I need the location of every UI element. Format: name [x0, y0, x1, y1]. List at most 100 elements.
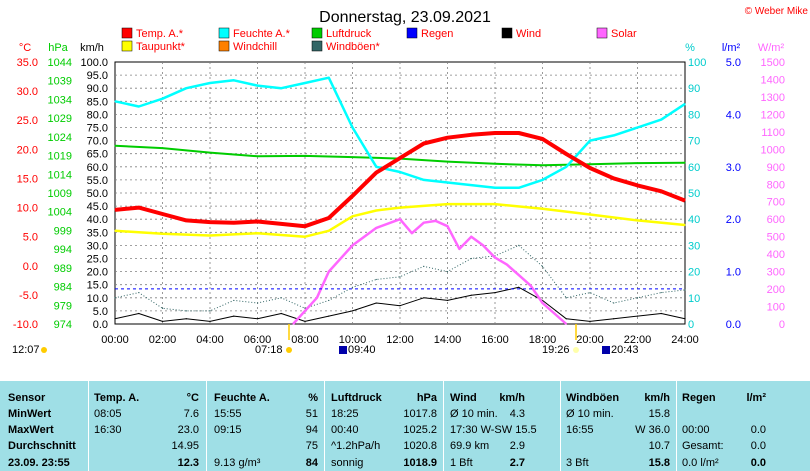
table-cell: 1025.2 [403, 424, 437, 436]
pressure-tick-label: 1044 [48, 57, 72, 69]
time-tick-label: 00:00 [101, 334, 129, 346]
solar-tick-label: 100 [767, 302, 785, 314]
series-point-wind [541, 265, 544, 267]
series-point-humidity [541, 179, 544, 181]
series-point-wind [446, 299, 449, 302]
series-point-temp [328, 217, 330, 219]
series-point-humidity [351, 126, 354, 129]
series-point-temp [256, 220, 259, 223]
table-cell: 23.0 [177, 424, 199, 436]
wind-tick-label: 50.0 [87, 188, 108, 200]
series-point-wind [660, 312, 662, 315]
wind-tick-label: 20.0 [87, 267, 108, 279]
table-header: Luftdruck [331, 392, 382, 404]
legend-swatch [121, 27, 133, 39]
humidity-tick-label: 100 [688, 57, 706, 69]
series-point-pressure [541, 164, 544, 166]
series-point-solar [506, 264, 508, 266]
series-point-temp [613, 177, 615, 180]
series-point-temp [684, 199, 686, 202]
series-point-temp [375, 209, 377, 212]
series-point-solar [541, 302, 544, 304]
rain-unit: l/m² [722, 42, 741, 54]
series-point-wind [233, 299, 235, 302]
series-point-solar [351, 244, 354, 246]
solar-tick-label: 300 [767, 267, 785, 279]
series-point-humidity [375, 166, 377, 168]
solar-tick-label: 1500 [761, 57, 785, 69]
series-point-wind [399, 276, 401, 278]
chart-title: Donnerstag, 23.09.2021 [319, 9, 491, 26]
series-point-solar [518, 274, 520, 276]
legend-swatch [311, 27, 323, 39]
series-point-wind [613, 318, 615, 320]
table-cell: 0.0 [750, 424, 766, 436]
table-cell: 3 Bft [566, 457, 589, 469]
series-point-solar [446, 225, 449, 227]
wind-tick-label: 55.0 [87, 175, 108, 187]
table-cell: 0.0 [750, 457, 766, 469]
wind-unit: km/h [80, 42, 104, 54]
series-point-wind [280, 297, 282, 299]
moon-icon [41, 347, 47, 353]
series-point-temp [636, 219, 639, 221]
legend-label: Temp. A.* [136, 28, 184, 40]
temp-tick-label: 35.0 [17, 57, 38, 69]
table-cell: 12.3 [177, 457, 199, 469]
table-header: km/h [644, 392, 670, 404]
humidity-tick-label: 10 [688, 293, 700, 305]
table-cell: 17:30 W-SW 15.5 [450, 424, 537, 436]
solar-tick-label: 1400 [761, 74, 785, 86]
series-point-pressure [494, 163, 496, 165]
series-point-temp [351, 195, 354, 197]
table-row-label: MaxWert [8, 424, 54, 436]
series-point-wind [446, 271, 449, 273]
table-header: km/h [499, 392, 525, 404]
series-point-solar [458, 248, 460, 250]
table-header: Windböen [566, 392, 620, 404]
series-point-solar [375, 227, 377, 229]
table-cell: 15.8 [648, 457, 670, 469]
temp-unit: °C [19, 42, 31, 54]
table-cell: ^1.2hPa/h [331, 440, 381, 452]
table-cell: 51 [305, 408, 318, 420]
sun-moon-markers: 12:07 07:18 09:40 19:26 20:43 [12, 324, 639, 356]
legend-swatch [121, 40, 133, 52]
series-point-humidity [138, 105, 140, 108]
temp-tick-label: -5.0 [19, 290, 38, 302]
table-header: l/m² [746, 392, 766, 404]
wind-tick-label: 35.0 [87, 227, 108, 239]
series-point-humidity [518, 187, 520, 189]
series-point-wind [518, 244, 520, 246]
table-separator [676, 381, 677, 471]
legend-swatch [218, 40, 230, 52]
wind-tick-label: 0.0 [93, 319, 108, 331]
table-cell: 1 Bft [450, 457, 473, 469]
series-point-humidity [256, 84, 259, 87]
table-cell: 0.0 l/m² [682, 457, 719, 469]
solar-tick-label: 1200 [761, 109, 785, 121]
series-point-wind [138, 312, 140, 315]
series-point-wind [304, 307, 306, 309]
solar-tick-label: 1300 [761, 92, 785, 104]
series-point-temp [636, 184, 639, 187]
statistics-table: Sensor Temp. A. °C Feuchte A.% Luftdruck hPa W… [0, 381, 810, 471]
humidity-unit: % [685, 42, 695, 54]
wind-tick-label: 100.0 [80, 57, 108, 69]
series-point-temp [684, 224, 686, 226]
solar-tick-label: 600 [767, 214, 785, 226]
wind-tick-label: 80.0 [87, 109, 108, 121]
pressure-tick-label: 1009 [48, 188, 72, 200]
series-point-wind [589, 320, 591, 322]
series-point-wind [423, 265, 425, 267]
humidity-tick-label: 0 [688, 319, 694, 331]
series-point-temp [304, 225, 306, 227]
wind-tick-label: 5.0 [93, 306, 108, 318]
series-point-temp [256, 232, 259, 234]
wind-tick-label: 65.0 [87, 149, 108, 161]
pressure-tick-label: 1019 [48, 151, 72, 163]
series-point-wind [256, 318, 259, 320]
series-point-temp [494, 132, 496, 134]
series-point-humidity [280, 87, 282, 89]
series-point-solar [530, 284, 532, 287]
